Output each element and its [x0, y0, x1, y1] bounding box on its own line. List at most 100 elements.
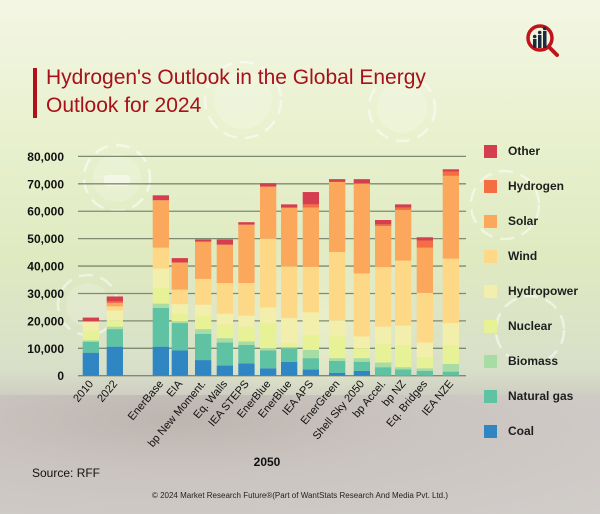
- bar-segment-hydrogen: [442, 171, 459, 176]
- bar-segment-biomass: [106, 326, 123, 330]
- bar-segment-other: [82, 317, 99, 322]
- bar-segment-hydropower: [195, 304, 212, 316]
- bar-segment-coal: [82, 352, 99, 376]
- bar-segment-biomass: [416, 368, 433, 371]
- bar-segment-hydropower: [171, 304, 188, 314]
- bar-segment-solar: [353, 183, 370, 274]
- bar-segment-hydropower: [329, 320, 346, 337]
- bar-segment-solar: [395, 210, 412, 261]
- bar-segment-natural-gas: [171, 323, 188, 351]
- legend-swatch: [484, 144, 497, 158]
- bar-stack: [216, 239, 233, 376]
- bar-segment-natural-gas: [395, 369, 412, 376]
- bar-segment-hydrogen: [416, 240, 433, 248]
- bar-segment-wind: [416, 292, 433, 343]
- y-tick-label: 70,000: [27, 177, 64, 191]
- bar-segment-natural-gas: [260, 350, 277, 369]
- bar-stack: [416, 237, 433, 376]
- legend-swatch: [484, 214, 497, 228]
- bar-segment-natural-gas: [375, 367, 392, 376]
- bar-segment-biomass: [375, 362, 392, 368]
- source-note: Source: RFF: [32, 466, 101, 480]
- bar-stack: [82, 317, 99, 376]
- bar-segment-hydrogen: [302, 204, 319, 208]
- legend-label: Biomass: [508, 354, 559, 368]
- bar-segment-biomass: [216, 338, 233, 343]
- bar-segment-solar: [329, 181, 346, 253]
- bar-segment-biomass: [82, 340, 99, 342]
- bar-stack: [375, 219, 392, 376]
- bar-segment-wind: [353, 273, 370, 337]
- bar-segment-wind: [281, 266, 298, 319]
- bar-segment-nuclear: [152, 287, 169, 304]
- bar-stack: [281, 204, 298, 376]
- bar-segment-natural-gas: [195, 333, 212, 361]
- legend-swatch: [484, 319, 497, 333]
- bar-segment-wind: [171, 289, 188, 305]
- bar-segment-other: [281, 204, 298, 208]
- bar-segment-other: [216, 239, 233, 245]
- legend-swatch: [484, 389, 497, 403]
- bar-segment-nuclear: [216, 324, 233, 339]
- y-tick-label: 40,000: [27, 260, 64, 274]
- bar-segment-nuclear: [82, 330, 99, 341]
- legend-label: Natural gas: [508, 389, 574, 403]
- airplane-icon: [203, 60, 283, 140]
- legend-swatch: [484, 424, 497, 438]
- bar-segment-natural-gas: [238, 344, 255, 364]
- bar-segment-wind: [329, 252, 346, 321]
- bar-segment-biomass: [302, 349, 319, 359]
- bar-segment-natural-gas: [152, 307, 169, 347]
- bar-segment-coal: [281, 361, 298, 376]
- bar-segment-natural-gas: [82, 341, 99, 353]
- legend-swatch: [484, 179, 497, 193]
- bar-segment-coal: [195, 360, 212, 376]
- y-axis-tick-labels: 0 10,000 20,000 30,000 40,000 50,000 60,000 70,…: [27, 150, 64, 383]
- bar-segment-solar: [281, 207, 298, 267]
- legend-swatch: [484, 354, 497, 368]
- fuel-pump-icon: [494, 294, 566, 366]
- bar-segment-nuclear: [238, 326, 255, 342]
- bar-segment-coal: [302, 369, 319, 376]
- legend-label: Wind: [508, 249, 538, 263]
- legend-item-wind: Wind: [484, 248, 537, 264]
- bar-segment-hydropower: [106, 310, 123, 321]
- bar-segment-nuclear: [416, 357, 433, 369]
- bar-segment-natural-gas: [416, 370, 433, 376]
- bar-segment-biomass: [195, 329, 212, 334]
- bar-segment-nuclear: [171, 313, 188, 322]
- legend-label: Other: [508, 144, 541, 158]
- legend-label: Solar: [508, 214, 539, 228]
- bar-segment-hydropower: [260, 307, 277, 324]
- bar-segment-solar: [260, 186, 277, 239]
- bar-segment-hydrogen: [395, 207, 412, 211]
- bar-segment-coal: [353, 370, 370, 376]
- bar-segment-nuclear: [329, 336, 346, 359]
- bar-segment-coal: [238, 363, 255, 376]
- bar-segment-natural-gas: [281, 348, 298, 362]
- x-tick-label: EIA: [165, 378, 186, 400]
- bar-stack: [442, 169, 459, 376]
- bar-segment-biomass: [238, 341, 255, 345]
- x-tick-label: 2022: [95, 378, 120, 404]
- y-tick-label: 60,000: [27, 205, 64, 219]
- bar-segment-biomass: [260, 348, 277, 351]
- legend-label: Hydrogen: [508, 179, 565, 193]
- bar-segment-biomass: [281, 346, 298, 349]
- bar-segment-wind: [260, 238, 277, 308]
- legend-label: Coal: [508, 424, 535, 438]
- bar-stack: [353, 179, 370, 376]
- bar-segment-hydropower: [302, 312, 319, 335]
- bar-segment-other: [238, 222, 255, 225]
- bar-segment-solar: [195, 241, 212, 279]
- bar-segment-natural-gas: [353, 361, 370, 371]
- legend-item-coal: Coal: [484, 423, 534, 439]
- bar-segment-nuclear: [442, 344, 459, 364]
- bar-segment-other: [260, 183, 277, 187]
- bar-segment-nuclear: [302, 334, 319, 350]
- chart-title: Hydrogen's Outlook in the Global Energy …: [46, 66, 426, 117]
- bar-segment-wind: [195, 278, 212, 305]
- bar-segment-biomass: [353, 358, 370, 362]
- bar-segment-solar: [216, 244, 233, 284]
